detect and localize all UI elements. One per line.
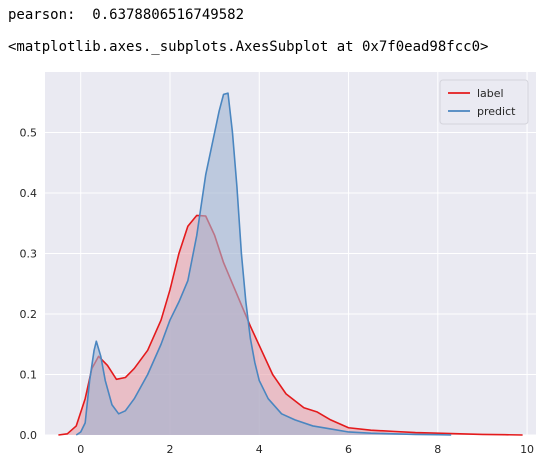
legend: label predict [439, 79, 529, 125]
x-tick-label: 0 [77, 443, 84, 456]
y-tick-label: 0.2 [20, 308, 38, 321]
y-tick-label: 0.0 [20, 429, 38, 442]
x-tick-label: 8 [434, 443, 441, 456]
legend-label-predict: predict [477, 105, 516, 118]
y-tick-label: 0.3 [20, 248, 38, 261]
series-line-predict [75, 92, 452, 436]
x-tick-label: 4 [256, 443, 263, 456]
pearson-output: pearson: 0.6378806516749582 [8, 7, 245, 23]
y-tick-label: 0.4 [20, 187, 38, 200]
legend-box [439, 79, 529, 125]
y-tick-label: 0.1 [20, 369, 38, 382]
y-tick-label: 0.5 [20, 127, 38, 140]
axes-repr-output: <matplotlib.axes._subplots.AxesSubplot a… [8, 39, 489, 55]
series-layer [58, 92, 523, 436]
tick-labels: 0 2 4 6 8 10 0.0 0.1 0.2 0.3 0.4 0.5 [20, 127, 535, 457]
x-tick-label: 2 [166, 443, 173, 456]
x-tick-label: 6 [345, 443, 352, 456]
x-tick-label: 10 [520, 443, 534, 456]
legend-label-label: label [477, 87, 504, 100]
series-area-predict [76, 93, 452, 436]
